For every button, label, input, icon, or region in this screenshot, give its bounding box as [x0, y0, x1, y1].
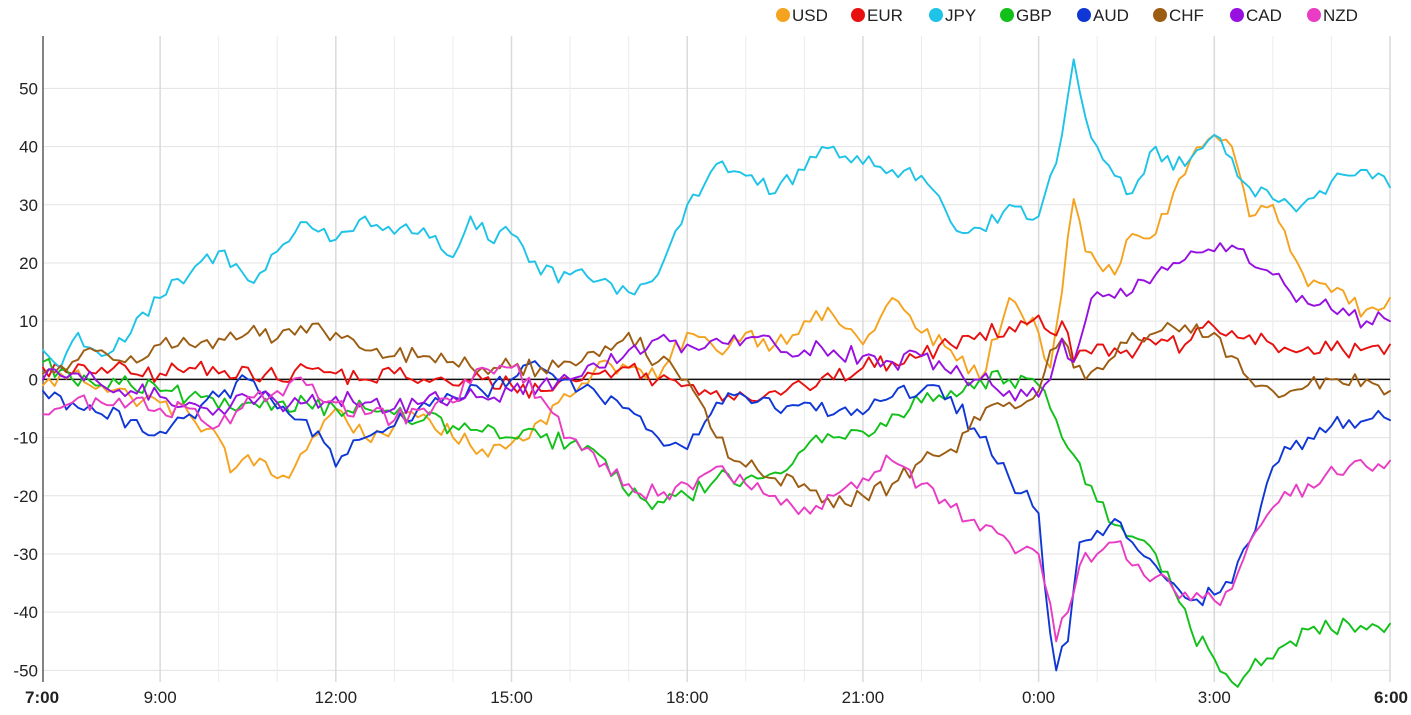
- x-tick-label: 0:00: [1022, 688, 1055, 707]
- legend-swatch: [776, 8, 790, 22]
- legend[interactable]: USD EUR JPY GBP AUD CHF CAD NZD: [776, 6, 1358, 25]
- legend-item-gbp[interactable]: GBP: [1000, 6, 1052, 25]
- y-tick-label: -10: [13, 429, 38, 448]
- y-tick-label: 40: [19, 138, 38, 157]
- series-line-jpy[interactable]: [42, 58, 1391, 369]
- y-tick-label: 30: [19, 196, 38, 215]
- axes: -50 -40 -30 -20 -10 0 10 20 30 40 50 7:00 9:00 12:00 1…: [13, 36, 1408, 707]
- series-lines: [42, 58, 1391, 688]
- x-tick-label: 3:00: [1198, 688, 1231, 707]
- legend-item-nzd[interactable]: NZD: [1307, 6, 1358, 25]
- y-tick-label: 50: [19, 79, 38, 98]
- y-tick-label: -20: [13, 487, 38, 506]
- y-tick-label: -40: [13, 603, 38, 622]
- legend-label: NZD: [1323, 6, 1358, 25]
- series-line-gbp[interactable]: [42, 357, 1391, 688]
- legend-label: AUD: [1093, 6, 1129, 25]
- legend-item-cad[interactable]: CAD: [1230, 6, 1282, 25]
- legend-swatch: [1307, 8, 1321, 22]
- legend-swatch: [1077, 8, 1091, 22]
- legend-item-eur[interactable]: EUR: [851, 6, 903, 25]
- x-tick-label: 12:00: [315, 688, 358, 707]
- legend-swatch: [1153, 8, 1167, 22]
- legend-label: CAD: [1246, 6, 1282, 25]
- grid: [43, 36, 1391, 682]
- legend-label: GBP: [1016, 6, 1052, 25]
- legend-item-jpy[interactable]: JPY: [929, 6, 976, 25]
- y-tick-label: -30: [13, 545, 38, 564]
- series-line-aud[interactable]: [42, 360, 1391, 672]
- legend-swatch: [1000, 8, 1014, 22]
- y-tick-label: -50: [13, 661, 38, 680]
- legend-label: CHF: [1169, 6, 1204, 25]
- legend-item-usd[interactable]: USD: [776, 6, 828, 25]
- series-line-usd[interactable]: [42, 133, 1391, 480]
- series-line-eur[interactable]: [42, 314, 1391, 403]
- legend-swatch: [929, 8, 943, 22]
- x-tick-label: 6:00: [1374, 688, 1408, 707]
- legend-item-aud[interactable]: AUD: [1077, 6, 1129, 25]
- series-line-chf[interactable]: [42, 321, 1391, 509]
- y-tick-label: 0: [29, 370, 38, 389]
- x-tick-label: 21:00: [842, 688, 885, 707]
- y-tick-label: 20: [19, 254, 38, 273]
- x-tick-label: 7:00: [25, 688, 59, 707]
- legend-swatch: [1230, 8, 1244, 22]
- legend-label: USD: [792, 6, 828, 25]
- x-tick-label: 18:00: [666, 688, 709, 707]
- legend-label: JPY: [945, 6, 976, 25]
- series-line-nzd[interactable]: [42, 363, 1391, 643]
- legend-swatch: [851, 8, 865, 22]
- x-tick-label: 15:00: [490, 688, 533, 707]
- legend-label: EUR: [867, 6, 903, 25]
- y-tick-label: 10: [19, 312, 38, 331]
- legend-item-chf[interactable]: CHF: [1153, 6, 1204, 25]
- series-line-cad[interactable]: [42, 242, 1391, 416]
- x-tick-label: 9:00: [144, 688, 177, 707]
